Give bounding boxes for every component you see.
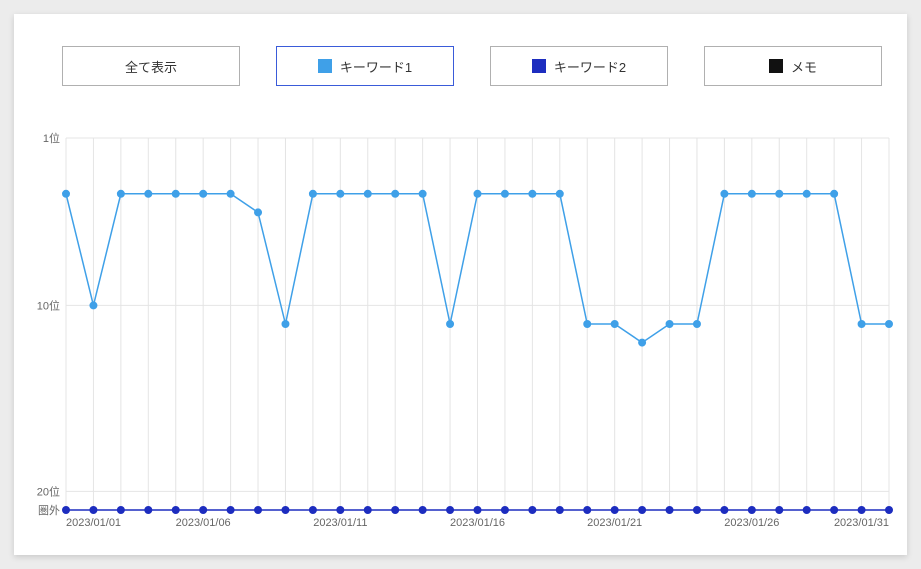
- series-point-keyword1: [63, 190, 70, 197]
- series-point-keyword2: [117, 507, 124, 514]
- plot-area: 1位 10位 20位圏外 2023/01/01 2023/01/06 2023/01/11…: [14, 114, 907, 544]
- series-point-keyword2: [172, 507, 179, 514]
- y-tick-label: 20位: [37, 484, 60, 498]
- series-point-keyword2: [611, 507, 618, 514]
- series-point-keyword1: [556, 190, 563, 197]
- series-point-keyword1: [748, 190, 755, 197]
- series-point-keyword2: [858, 507, 865, 514]
- series-point-keyword2: [227, 507, 234, 514]
- x-tick-label: 2023/01/06: [176, 517, 231, 529]
- legend-item-keyword1[interactable]: キーワード1: [276, 46, 454, 86]
- chart-card: 全て表示 キーワード1 キーワード2 メモ 1位 10位 20位圏外 2023/01/01 2…: [14, 14, 907, 555]
- series-point-keyword2: [282, 507, 289, 514]
- series-point-keyword2: [364, 507, 371, 514]
- series-point-keyword1: [501, 190, 508, 197]
- x-tick-label: 2023/01/26: [724, 517, 779, 529]
- legend-item-memo[interactable]: メモ: [704, 46, 882, 86]
- series-point-keyword1: [831, 190, 838, 197]
- series-point-keyword2: [309, 507, 316, 514]
- series-point-keyword1: [145, 190, 152, 197]
- legend-label: キーワード2: [554, 57, 626, 76]
- series-point-keyword1: [858, 321, 865, 328]
- keyword2-swatch-icon: [532, 59, 546, 73]
- series-point-keyword2: [419, 507, 426, 514]
- series-point-keyword1: [227, 190, 234, 197]
- memo-swatch-icon: [769, 59, 783, 73]
- series-point-keyword1: [337, 190, 344, 197]
- series-point-keyword1: [255, 209, 262, 216]
- series-point-keyword2: [556, 507, 563, 514]
- series-point-keyword2: [474, 507, 481, 514]
- series-point-keyword1: [776, 190, 783, 197]
- series-point-keyword1: [392, 190, 399, 197]
- series-point-keyword2: [748, 507, 755, 514]
- series-point-keyword1: [721, 190, 728, 197]
- series-point-keyword1: [886, 321, 893, 328]
- series-point-keyword2: [392, 507, 399, 514]
- series-point-keyword1: [200, 190, 207, 197]
- y-tick-label: 10位: [37, 298, 60, 312]
- y-tick-label: 1位: [43, 131, 60, 145]
- series-point-keyword1: [117, 190, 124, 197]
- series-point-keyword1: [309, 190, 316, 197]
- series-point-keyword2: [200, 507, 207, 514]
- series-point-keyword2: [63, 507, 70, 514]
- series-point-keyword2: [90, 507, 97, 514]
- series-point-keyword2: [584, 507, 591, 514]
- series-point-keyword1: [584, 321, 591, 328]
- x-tick-label: 2023/01/01: [66, 517, 121, 529]
- series-point-keyword2: [886, 507, 893, 514]
- series-point-keyword1: [172, 190, 179, 197]
- series-point-keyword2: [501, 507, 508, 514]
- x-tick-label: 2023/01/11: [313, 517, 367, 529]
- series-point-keyword1: [639, 339, 646, 346]
- legend-item-show_all[interactable]: 全て表示: [62, 46, 240, 86]
- series-point-keyword2: [776, 507, 783, 514]
- legend-label: 全て表示: [125, 57, 177, 76]
- x-tick-label: 2023/01/21: [587, 517, 642, 529]
- rank-chart-svg: 1位 10位 20位圏外 2023/01/01 2023/01/06 2023/01/11…: [14, 114, 907, 544]
- series-point-keyword2: [666, 507, 673, 514]
- series-point-keyword2: [337, 507, 344, 514]
- series-point-keyword2: [529, 507, 536, 514]
- series-point-keyword1: [364, 190, 371, 197]
- x-tick-label: 2023/01/31: [834, 517, 889, 529]
- series-point-keyword2: [639, 507, 646, 514]
- series-point-keyword2: [693, 507, 700, 514]
- series-point-keyword1: [611, 321, 618, 328]
- series-point-keyword2: [145, 507, 152, 514]
- series-point-keyword1: [474, 190, 481, 197]
- y-tick-label: 圏外: [38, 504, 60, 517]
- series-point-keyword2: [447, 507, 454, 514]
- series-point-keyword1: [666, 321, 673, 328]
- series-point-keyword1: [693, 321, 700, 328]
- x-tick-label: 2023/01/16: [450, 517, 505, 529]
- series-point-keyword2: [255, 507, 262, 514]
- series-point-keyword1: [803, 190, 810, 197]
- series-point-keyword1: [90, 302, 97, 309]
- legend-label: メモ: [791, 57, 817, 76]
- legend-label: キーワード1: [340, 57, 412, 76]
- series-point-keyword1: [419, 190, 426, 197]
- series-point-keyword1: [447, 321, 454, 328]
- legend-item-keyword2[interactable]: キーワード2: [490, 46, 668, 86]
- series-point-keyword1: [529, 190, 536, 197]
- series-point-keyword2: [831, 507, 838, 514]
- series-point-keyword1: [282, 321, 289, 328]
- series-point-keyword2: [721, 507, 728, 514]
- legend-row: 全て表示 キーワード1 キーワード2 メモ: [14, 46, 907, 86]
- keyword1-swatch-icon: [318, 59, 332, 73]
- series-point-keyword2: [803, 507, 810, 514]
